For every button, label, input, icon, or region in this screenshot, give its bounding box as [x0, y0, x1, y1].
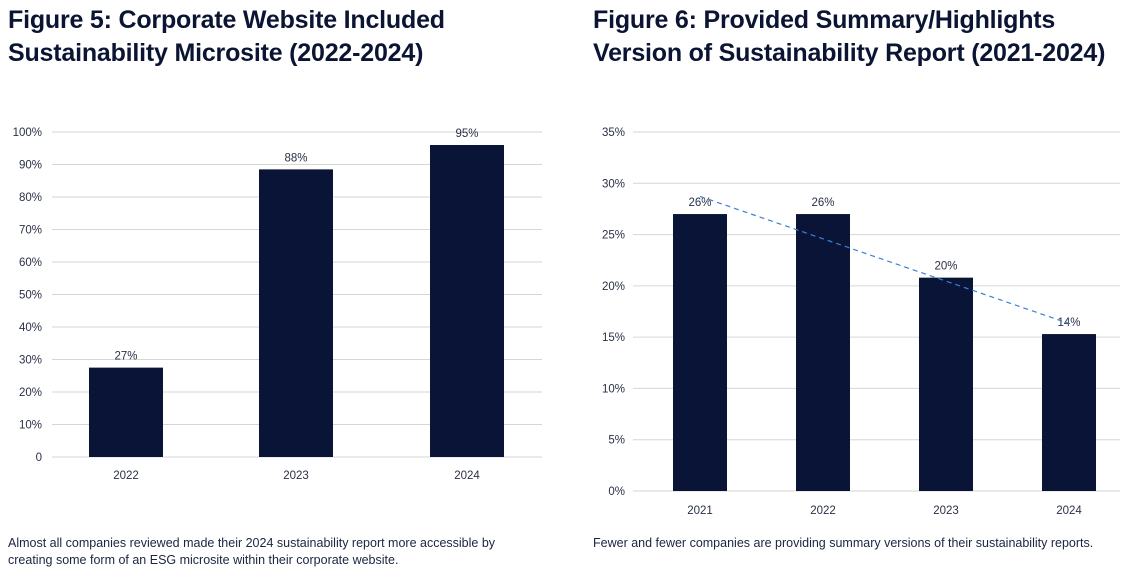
- figure-6-data-label: 26%: [811, 197, 834, 209]
- figure-5-title: Figure 5: Corporate Website Included Sus…: [8, 4, 445, 70]
- figure-5-y-tick-label: 20%: [19, 387, 42, 399]
- figure-6-data-label: 20%: [934, 261, 957, 273]
- figure-6-y-tick-label: 20%: [602, 281, 625, 293]
- figure-6-bar: [919, 277, 973, 491]
- figure-6-x-tick-label: 2024: [1056, 505, 1082, 517]
- figure-5-y-tick-label: 100%: [13, 127, 42, 139]
- figure-6-bar: [1042, 334, 1096, 491]
- figure-6-title-line-1: Figure 6: Provided Summary/Highlights: [593, 6, 1056, 34]
- figure-5-bar: [430, 145, 504, 457]
- figure-6-caption: Fewer and fewer companies are providing …: [593, 535, 1133, 552]
- figure-6-trendline: [699, 195, 1070, 325]
- figure-5-bar: [89, 367, 163, 457]
- figure-5-data-label: 95%: [455, 128, 478, 140]
- figure-5-y-tick-label: 80%: [19, 192, 42, 204]
- figure-6-bar: [796, 214, 850, 492]
- figure-6-y-tick-label: 10%: [602, 383, 625, 395]
- figure-5-bar: [259, 169, 333, 457]
- figure-5-y-tick-label: 0: [36, 452, 42, 464]
- figure-5-caption-line-2: creating some form of an ESG microsite w…: [8, 553, 399, 567]
- figure-6-x-tick-label: 2023: [933, 505, 959, 517]
- figure-5-panel: Figure 5: Corporate Website Included Sus…: [8, 4, 548, 569]
- figure-6-y-tick-label: 5%: [608, 435, 625, 447]
- figure-6-y-tick-label: 35%: [602, 127, 625, 139]
- figure-6-y-tick-label: 15%: [602, 332, 625, 344]
- figure-5-title-line-2: Sustainability Microsite (2022-2024): [8, 39, 424, 67]
- figure-6-x-tick-label: 2021: [687, 505, 713, 517]
- figure-5-y-tick-label: 60%: [19, 257, 42, 269]
- figure-6-panel: Figure 6: Provided Summary/Highlights Ve…: [585, 0, 1142, 582]
- figure-6-data-label: 26%: [688, 197, 711, 209]
- figure-6-title-line-2: Version of Sustainability Report (2021-2…: [593, 39, 1106, 67]
- figure-5-bar-chart: 0 10% 20% 30% 40% 50% 60% 70% 80% 90% 100% 27% 2022 8…: [13, 127, 542, 482]
- figure-5-y-tick-label: 50%: [19, 290, 42, 302]
- figure-6-y-tick-label: 30%: [602, 178, 625, 190]
- figure-5-y-tick-label: 90%: [19, 160, 42, 172]
- figure-6-title: Figure 6: Provided Summary/Highlights Ve…: [593, 4, 1105, 70]
- figure-6-bar: [673, 214, 727, 492]
- figure-5-title-line-1: Figure 5: Corporate Website Included: [8, 6, 445, 34]
- figure-5-caption-line-1: Almost all companies reviewed made their…: [8, 536, 496, 550]
- figure-5-y-tick-label: 10%: [19, 420, 42, 432]
- figure-6-x-tick-label: 2022: [810, 505, 836, 517]
- figure-6-bar-chart: 0% 5% 10% 15% 20% 25% 30% 35% 26% 2021 26% 2022 20% 2…: [602, 127, 1120, 517]
- figure-5-x-tick-label: 2024: [454, 470, 480, 482]
- figure-5-data-label: 88%: [284, 152, 307, 164]
- figure-6-caption-line-1: Fewer and fewer companies are providing …: [593, 536, 1094, 550]
- figure-5-y-tick-label: 30%: [19, 355, 42, 367]
- figure-5-x-tick-label: 2022: [113, 470, 139, 482]
- figure-5-data-label: 27%: [114, 351, 137, 363]
- figure-5-y-tick-label: 70%: [19, 225, 42, 237]
- figure-6-y-tick-label: 0%: [608, 486, 625, 498]
- figure-5-caption: Almost all companies reviewed made their…: [8, 535, 548, 569]
- figure-6-y-tick-label: 25%: [602, 230, 625, 242]
- figure-5-x-tick-label: 2023: [283, 470, 309, 482]
- figure-5-y-tick-label: 40%: [19, 322, 42, 334]
